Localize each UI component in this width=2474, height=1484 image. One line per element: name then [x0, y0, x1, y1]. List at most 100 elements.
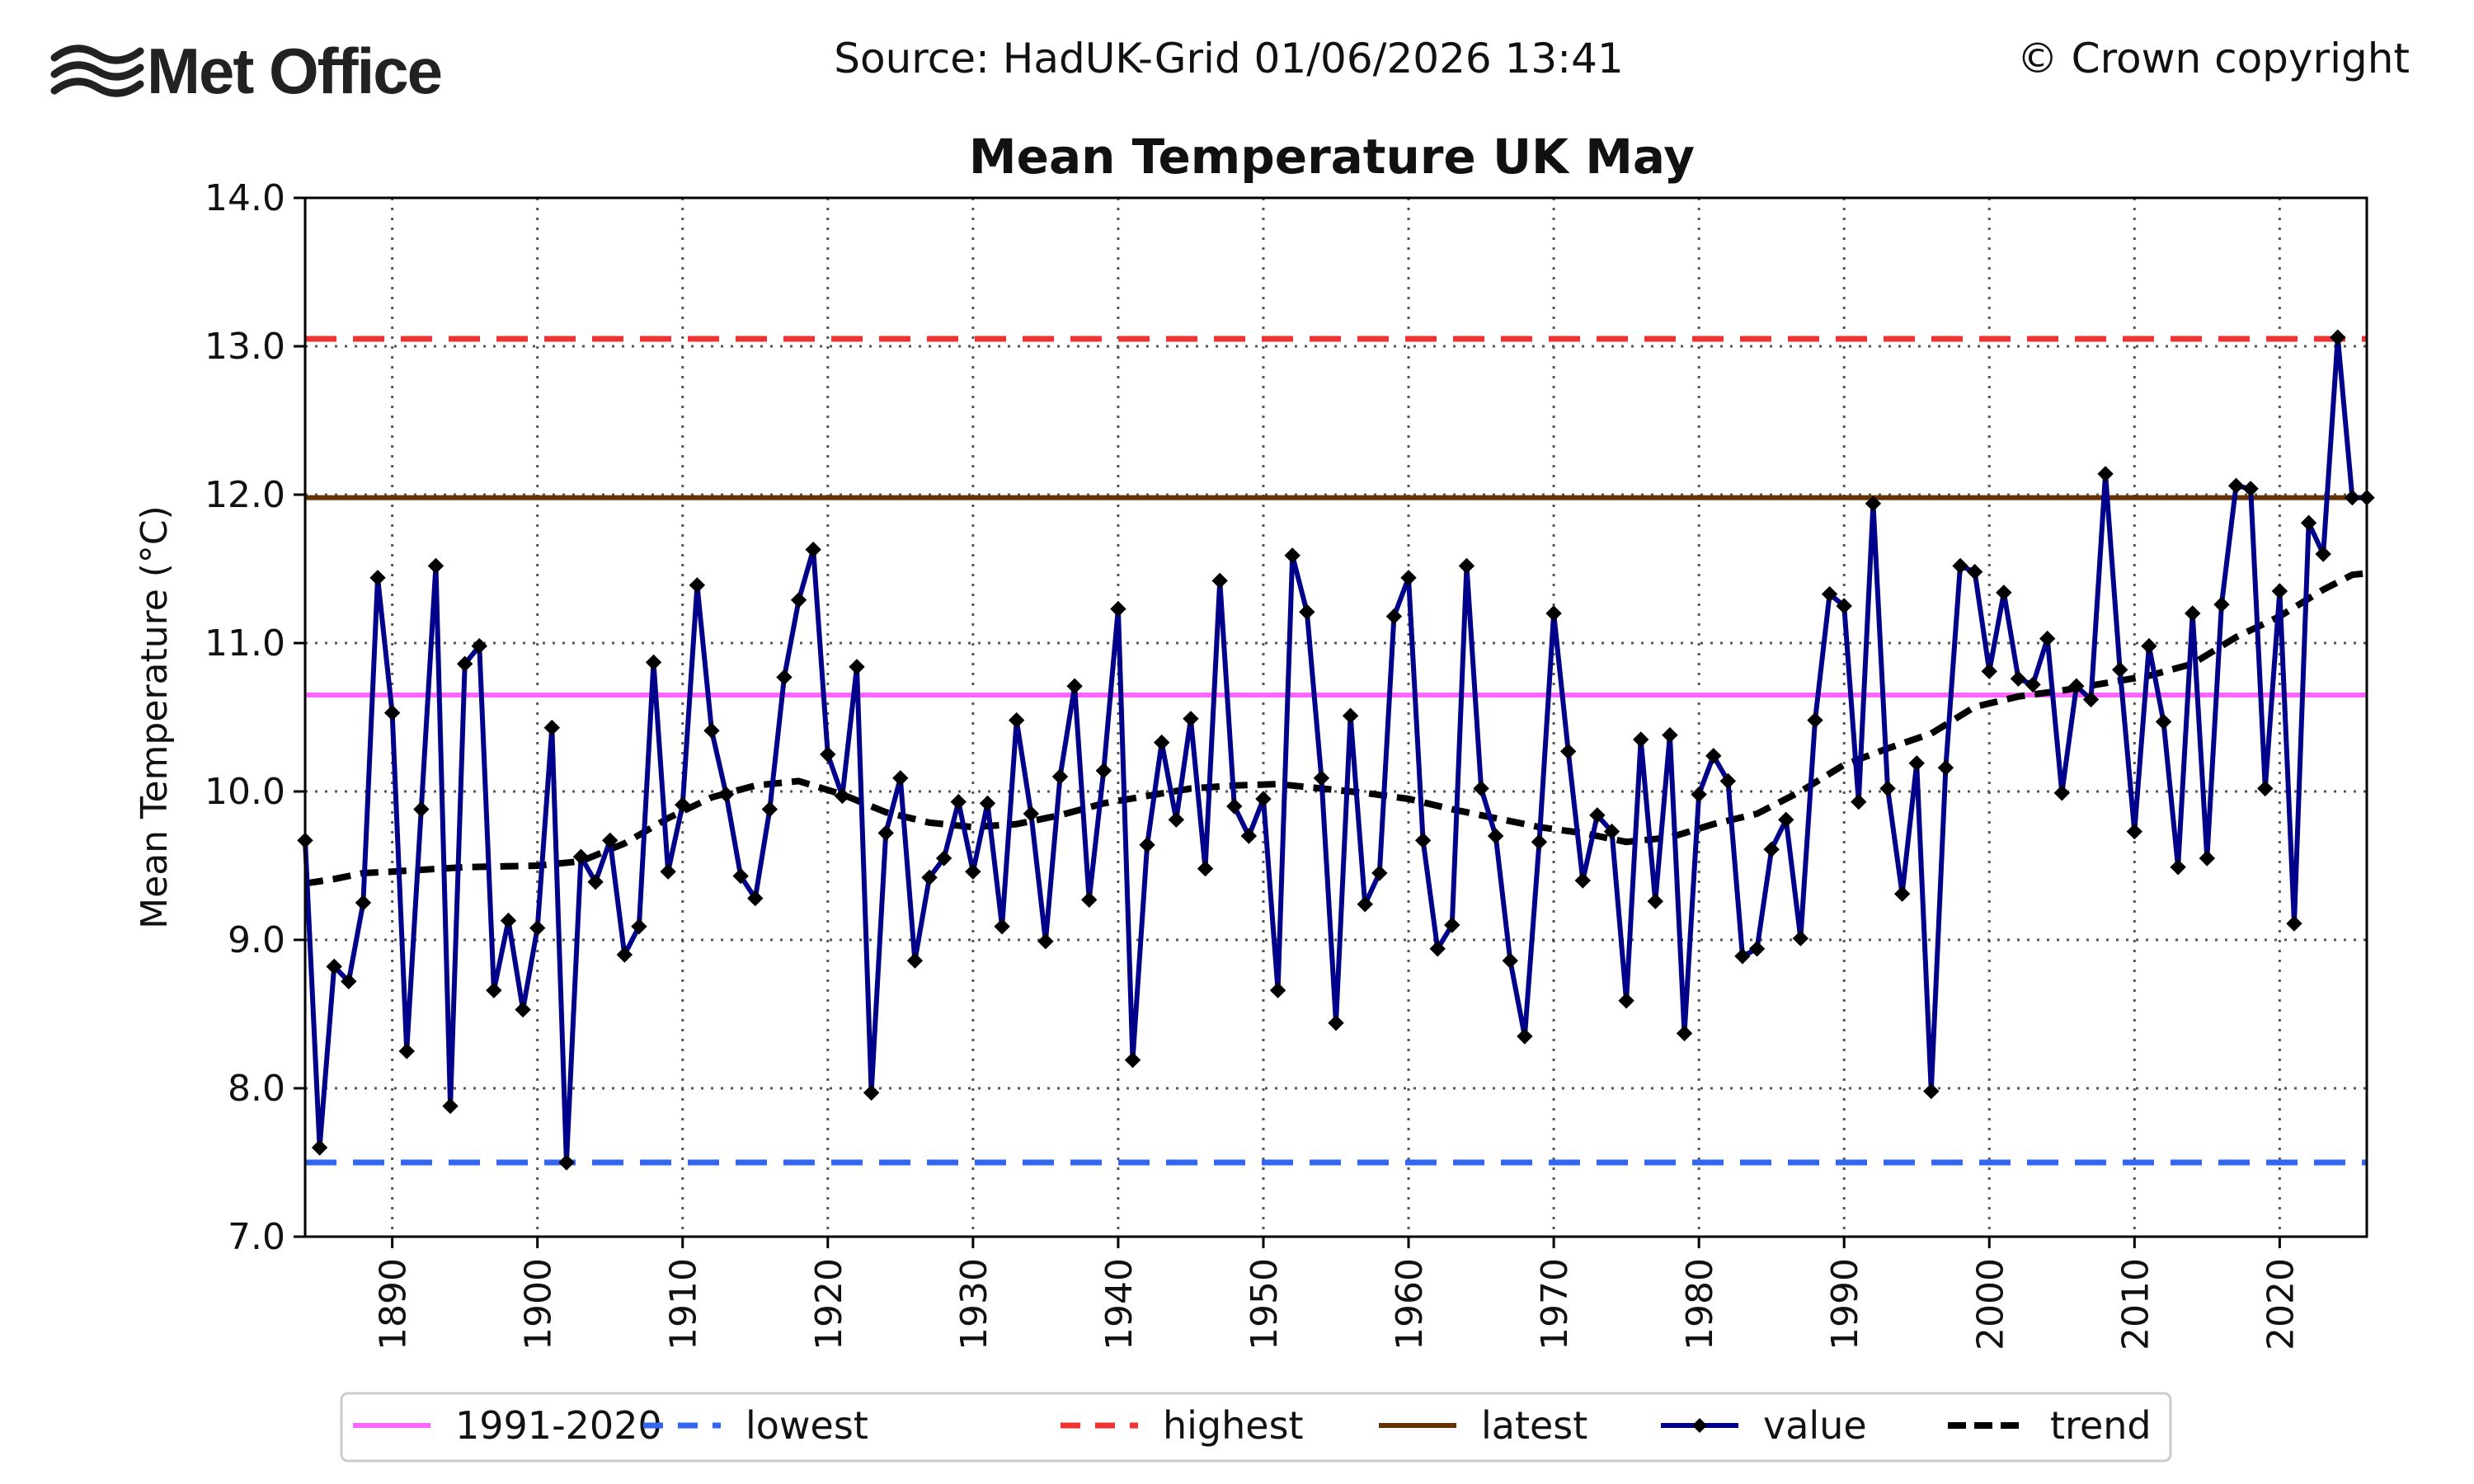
value-point — [1240, 828, 1258, 844]
legend-item-highest: highest — [1061, 1403, 1304, 1448]
value-point — [717, 786, 735, 803]
value-point — [2068, 678, 2085, 694]
value-point — [1110, 600, 1126, 618]
value-point — [2227, 477, 2245, 494]
value-point — [1414, 832, 1432, 849]
value-point — [1008, 711, 1025, 729]
value-point — [1255, 791, 1272, 807]
value-point — [2344, 489, 2361, 506]
source-text: Source: HadUK-Grid 01/06/2026 13:41 — [834, 35, 1623, 82]
value-point — [1517, 1028, 1533, 1045]
y-tick-label: 10.0 — [205, 771, 285, 813]
value-point — [1807, 711, 1823, 729]
value-point — [703, 722, 720, 739]
reference-lines — [305, 336, 2367, 1166]
value-point — [790, 592, 807, 608]
value-point — [1778, 811, 1794, 828]
value-point — [2155, 713, 2172, 730]
value-point — [1328, 1015, 1344, 1031]
y-tick-label: 7.0 — [228, 1216, 285, 1258]
value-point — [1458, 557, 1475, 575]
value-point — [645, 654, 662, 671]
value-point — [2025, 676, 2041, 693]
legend-item-value: value — [1661, 1403, 1867, 1448]
x-tick-label: 1970 — [1534, 1258, 1576, 1350]
value-point — [383, 704, 401, 721]
value-point — [675, 796, 691, 813]
value-point — [1865, 495, 1882, 512]
value-point — [2300, 514, 2317, 531]
value-point — [1908, 755, 1925, 772]
value-point — [1981, 663, 1997, 679]
value-point — [689, 577, 706, 594]
value-point — [2199, 850, 2216, 866]
value-point — [2213, 596, 2230, 613]
x-tick-label: 1960 — [1389, 1258, 1431, 1350]
legend-label-highest: highest — [1163, 1403, 1304, 1448]
value-point — [935, 850, 952, 866]
legend-item-trend: trend — [1948, 1403, 2152, 1448]
value-point — [834, 787, 851, 805]
legend-label-trend: trend — [2050, 1403, 2152, 1448]
value-point — [1603, 823, 1620, 840]
value-point — [2111, 661, 2128, 679]
value-point — [732, 867, 749, 885]
value-point — [1139, 837, 1155, 853]
value-point — [1996, 585, 2012, 601]
value-point — [2257, 780, 2274, 797]
legend-item-baseline: 1991-2020 — [353, 1403, 662, 1448]
trend-line — [304, 570, 2368, 887]
x-tick-label: 1890 — [373, 1258, 415, 1350]
legend-item-lowest: lowest — [643, 1403, 868, 1448]
legend-label-lowest: lowest — [745, 1403, 868, 1448]
value-point — [602, 832, 618, 849]
brand-name: Met Office — [147, 35, 441, 107]
value-point — [341, 973, 357, 990]
value-point — [1066, 678, 1083, 694]
x-tick-label: 2010 — [2114, 1258, 2157, 1350]
value-point — [1269, 982, 1286, 998]
value-point — [1444, 917, 1460, 933]
y-tick-label: 13.0 — [205, 326, 285, 368]
value-point — [427, 557, 444, 575]
value-point — [631, 918, 647, 935]
value-point — [471, 637, 487, 655]
legend-box — [340, 1392, 2172, 1463]
value-point — [1662, 726, 1678, 744]
x-ticks: 1890 1900 1910 1920 1930 1940 1950 1960 1970 1980… — [373, 1237, 2302, 1350]
legend-item-latest: latest — [1379, 1403, 1587, 1448]
x-tick-label: 1990 — [1824, 1258, 1866, 1350]
value-point — [1473, 780, 1489, 797]
value-point — [1821, 585, 1838, 603]
value-point — [906, 952, 924, 969]
value-point — [1211, 572, 1228, 589]
value-point — [1647, 893, 1664, 909]
value-point — [1183, 711, 1199, 727]
value-point — [1342, 707, 1359, 724]
value-point — [1371, 865, 1388, 881]
value-point — [2141, 637, 2157, 655]
value-point — [863, 1084, 880, 1101]
value-point — [398, 1043, 415, 1059]
value-point — [1429, 941, 1446, 957]
y-ticks: 7.0 8.0 9.0 10.0 11.0 12.0 13.0 14.0 — [205, 177, 305, 1258]
value-point — [369, 570, 386, 586]
value-point — [1633, 731, 1649, 748]
value-point — [1385, 608, 1403, 625]
legend: 1991-2020 lowest highest latest value trend — [340, 1392, 2172, 1463]
value-point — [761, 801, 778, 818]
value-point — [805, 541, 821, 558]
value-point — [456, 655, 473, 672]
value-point — [1095, 763, 1112, 779]
value-point — [543, 719, 561, 736]
y-axis-label: Mean Temperature (°C) — [134, 505, 176, 929]
x-tick-label: 1900 — [518, 1258, 560, 1350]
value-point — [1531, 834, 1548, 850]
legend-marker-value — [1692, 1418, 1707, 1433]
value-point — [921, 869, 938, 886]
y-tick-label: 9.0 — [228, 919, 285, 961]
value-point — [2039, 630, 2056, 647]
legend-label-value: value — [1763, 1403, 1867, 1448]
value-point — [877, 824, 894, 842]
